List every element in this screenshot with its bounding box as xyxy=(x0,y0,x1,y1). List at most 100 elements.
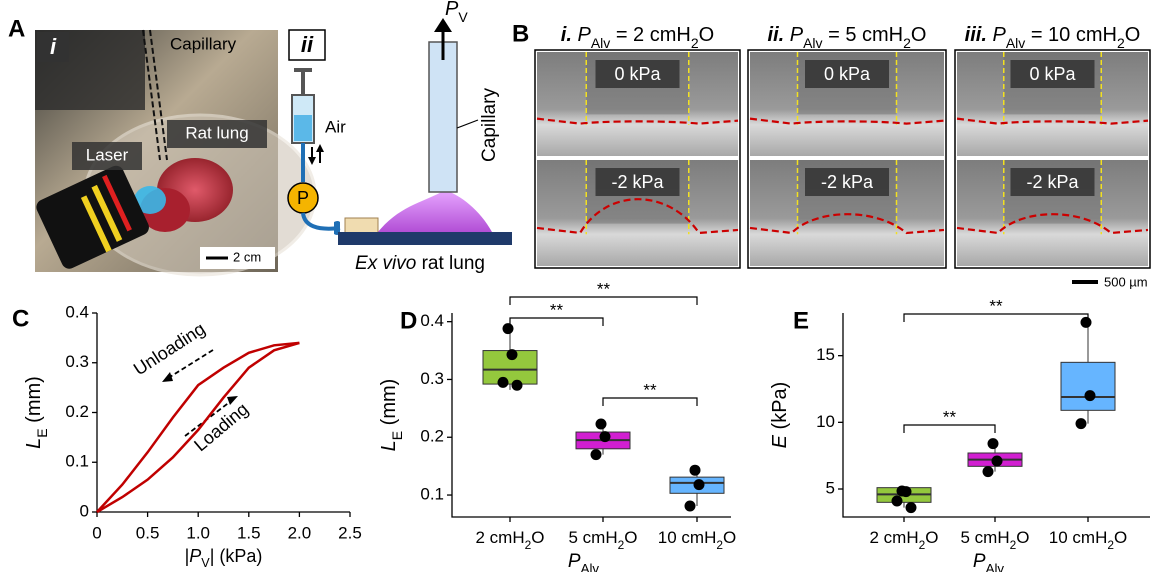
data-point xyxy=(498,377,509,388)
photo-label: i xyxy=(50,34,57,59)
data-point xyxy=(600,431,611,442)
text-segment: = 5 cmH xyxy=(823,24,904,46)
x-tick-label: 10 cmH2O xyxy=(1049,528,1127,552)
data-point xyxy=(507,349,518,360)
text-segment: E xyxy=(34,428,50,437)
panel-letter: C xyxy=(12,305,29,332)
x-axis-label: PAlv xyxy=(568,551,600,572)
annotation: Unloading xyxy=(130,318,209,379)
micrograph: -2 kPa xyxy=(957,160,1148,266)
panel-letter: B xyxy=(512,20,529,47)
text-segment: 10 cmH xyxy=(658,528,717,547)
data-point xyxy=(690,465,701,476)
text-segment: E xyxy=(389,431,405,440)
text-segment: O xyxy=(723,528,736,547)
y-tick-label: 0.2 xyxy=(420,427,444,446)
micrograph: 0 kPa xyxy=(957,52,1148,156)
y-axis-label: E (kPa) xyxy=(769,382,791,449)
data-point xyxy=(694,479,705,490)
data-point xyxy=(988,438,999,449)
micrograph: -2 kPa xyxy=(537,160,738,266)
text-segment: 2 xyxy=(903,35,911,51)
photo-label: Rat lung xyxy=(185,123,248,142)
text-segment: O xyxy=(531,528,544,547)
text-segment: Alv xyxy=(803,35,822,51)
panel-letter: A xyxy=(8,15,25,42)
pressure-label: -2 kPa xyxy=(611,172,664,192)
text-segment: = 10 cmH xyxy=(1025,24,1117,46)
y-tick-label: 5 xyxy=(826,478,835,497)
scale-label: 2 cm xyxy=(233,249,261,264)
column-title: i. PAlv = 2 cmH2O xyxy=(561,24,714,50)
data-point xyxy=(901,486,912,497)
schematic-label: ii xyxy=(301,32,314,57)
y-tick-label: 0.4 xyxy=(65,302,89,321)
text-segment: (mm) xyxy=(23,376,45,428)
pressure-label: -2 kPa xyxy=(821,172,874,192)
text-segment: 5 cmH xyxy=(961,528,1010,547)
x-tick-label: 1.0 xyxy=(186,523,210,542)
text-segment: O xyxy=(1016,528,1029,547)
text-segment: ii. xyxy=(768,24,790,46)
text-segment: E xyxy=(769,434,791,448)
x-axis-label: |PV| (kPa) xyxy=(185,546,263,571)
data-point xyxy=(1081,317,1092,328)
data-point xyxy=(892,496,903,507)
pressure-label: 0 kPa xyxy=(824,64,871,84)
text-segment: 2 xyxy=(691,35,699,51)
figure: AiCapillaryRat lungLaser2 cmiiPVAirCapil… xyxy=(0,0,1157,572)
x-tick-label: 5 cmH2O xyxy=(569,528,638,552)
y-tick-label: 0.1 xyxy=(65,452,89,471)
text-segment: P xyxy=(973,551,986,572)
text-segment: P xyxy=(568,551,581,572)
text-segment: L xyxy=(378,440,400,451)
text-segment: 2 cmH xyxy=(870,528,919,547)
x-tick-label: 0.5 xyxy=(136,523,160,542)
pressure-label: -2 kPa xyxy=(1026,172,1079,192)
significance-label: ** xyxy=(943,407,957,426)
y-tick-label: 0.4 xyxy=(420,311,444,330)
column-title: ii. PAlv = 5 cmH2O xyxy=(768,24,927,50)
x-tick-label: 2 cmH2O xyxy=(870,528,939,552)
data-point xyxy=(983,466,994,477)
text-segment: 2 cmH xyxy=(476,528,525,547)
significance-label: ** xyxy=(989,296,1003,315)
text-segment: O xyxy=(1125,24,1141,46)
significance-label: ** xyxy=(550,300,564,319)
panel-letter: D xyxy=(400,307,417,334)
y-tick-label: 0.3 xyxy=(65,352,89,371)
text-segment: P xyxy=(577,24,591,46)
x-tick-label: 10 cmH2O xyxy=(658,528,736,552)
capillary-label: Capillary xyxy=(479,88,500,162)
x-tick-label: 2.5 xyxy=(338,523,362,542)
data-point xyxy=(503,323,514,334)
text-segment: L xyxy=(23,438,45,449)
text-segment: O xyxy=(1114,528,1127,547)
text-segment: 10 cmH xyxy=(1049,528,1108,547)
data-point xyxy=(1085,390,1096,401)
data-line xyxy=(97,343,299,512)
text-segment: O xyxy=(911,24,927,46)
y-tick-label: 0.1 xyxy=(420,485,444,504)
micrograph: 0 kPa xyxy=(750,52,944,156)
scale-label: 500 µm xyxy=(1104,274,1148,289)
schematic-caption: Ex vivo rat lung xyxy=(355,253,485,274)
text-segment: P xyxy=(445,0,459,20)
x-tick-label: 2.0 xyxy=(288,523,312,542)
y-tick-label: 0.3 xyxy=(420,369,444,388)
text-segment: P xyxy=(790,24,804,46)
data-line xyxy=(97,343,299,512)
text-segment: P xyxy=(189,546,201,566)
y-axis-label: LE (mm) xyxy=(378,379,404,452)
air-label: Air xyxy=(325,117,346,136)
pressure-label: PV xyxy=(445,0,468,25)
text-segment: 5 cmH xyxy=(569,528,618,547)
text-segment: Alv xyxy=(1006,35,1025,51)
text-segment: 2 xyxy=(1117,35,1125,51)
data-point xyxy=(596,418,607,429)
micrograph: -2 kPa xyxy=(750,160,944,266)
micrograph: 0 kPa xyxy=(537,52,738,156)
box xyxy=(1061,362,1115,410)
text-segment: V xyxy=(458,9,468,25)
text-segment: P xyxy=(992,24,1006,46)
